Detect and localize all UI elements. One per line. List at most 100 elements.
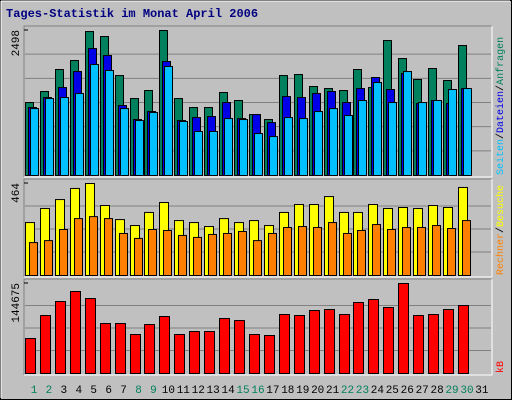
bar [458,305,469,374]
legend-label: Seiten [495,139,507,175]
bar [119,232,128,276]
bar [402,227,411,276]
bar [383,307,394,374]
y-tick-label: 2498 [11,30,23,56]
bar [443,309,454,374]
bar [74,218,83,277]
bar [189,331,200,374]
bar [90,64,99,176]
bar [387,229,396,276]
bar [309,309,320,375]
x-tick-label: 1 [31,385,38,397]
chart-title: Tages-Statistik im Monat April 2006 [6,7,258,21]
bar [44,240,53,277]
bar [179,121,188,176]
x-tick-label: 25 [386,385,399,397]
x-tick-label: 20 [311,385,324,397]
bar [398,283,409,374]
bar [413,315,424,374]
bar [204,331,215,374]
panel-bevel [23,25,492,177]
bar [29,242,38,277]
bar [264,335,275,374]
x-tick-label: 5 [90,385,97,397]
legend-label: kB [495,361,507,373]
y-tick-label: 144675 [11,283,23,323]
bar [70,291,81,374]
bar [279,313,290,375]
bar [448,89,457,176]
bar [75,93,84,176]
bar [100,323,111,374]
bar [314,111,323,177]
bar [45,98,54,176]
x-tick-label: 4 [75,385,82,397]
x-tick-label: 21 [326,385,340,397]
bar [40,315,51,374]
bar [178,234,187,276]
panel-bevel [23,278,492,375]
x-tick-label: 22 [341,385,354,397]
bar [269,136,278,176]
bar [388,102,397,176]
legend: Rechner/Besuche [495,185,507,275]
bar [234,319,245,375]
x-tick-label: 14 [221,385,235,397]
bar [328,222,337,277]
bar [224,118,233,176]
bar [447,228,456,276]
bar [115,323,126,374]
bar [299,118,308,176]
bar [89,216,98,277]
legend-label: Dateien [495,91,507,133]
x-tick-label: 16 [251,385,264,397]
x-tick-label: 18 [281,385,294,397]
bar [134,237,143,276]
panel-bevel [24,179,493,278]
bar [368,299,379,374]
bar [283,227,292,276]
bar [30,108,39,176]
x-tick-label: 24 [371,385,385,397]
bar [357,229,366,276]
y-tick-label: 464 [11,183,23,203]
bar [284,117,293,176]
legend-label: Anfragen [495,37,507,85]
bar [433,100,442,176]
bar [432,225,441,277]
x-tick-label: 28 [431,385,444,397]
bar [223,232,232,276]
bar [55,301,66,374]
legend: Seiten/Dateien/Anfragen [495,37,507,175]
panel-bevel [24,26,493,178]
bar [239,119,248,176]
x-tick-label: 15 [236,385,249,397]
bar [344,115,353,177]
bar [209,131,218,176]
legend-label: Besuche [495,185,507,227]
x-tick-label: 19 [296,385,309,397]
bar [253,240,262,277]
panel-bevel [23,178,492,277]
bar [60,97,69,176]
bar [144,323,155,375]
bar [343,232,352,276]
bar [462,220,471,277]
bar [105,69,114,176]
bar [249,333,260,375]
x-tick-label: 10 [162,385,175,397]
bar [298,226,307,276]
x-tick-label: 12 [192,385,205,397]
bar [164,65,173,176]
bar [329,108,338,176]
legend-label: Rechner [495,233,507,275]
bar [463,88,472,176]
x-tick-label: 17 [266,385,279,397]
panel-bevel [24,279,493,376]
bar [418,102,427,176]
bar [194,131,203,176]
bar [403,71,412,176]
bar [159,315,170,375]
bar [358,100,367,176]
